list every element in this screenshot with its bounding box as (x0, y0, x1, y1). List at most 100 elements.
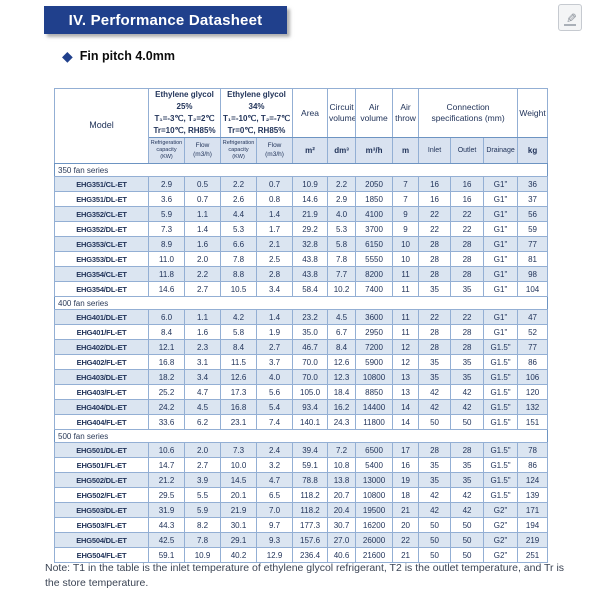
value-cell: 10 (392, 236, 420, 252)
model-cell: EHG351/DL-ET (54, 191, 149, 207)
value-cell: 3.7 (256, 354, 294, 370)
value-cell: 14 (392, 399, 420, 415)
value-cell: 7 (392, 191, 420, 207)
table-header: Model Ethylene glycol 25% T₁=-3℃, T₂=2℃ … (54, 88, 549, 164)
value-cell: 81 (517, 251, 549, 267)
value-cell: G1" (483, 266, 519, 282)
value-cell: 132 (517, 399, 549, 415)
value-cell: 35 (450, 354, 485, 370)
model-cell: EHG502/FL-ET (54, 487, 149, 503)
value-cell: 1.6 (183, 324, 222, 340)
value-cell: 14.6 (148, 281, 185, 297)
value-cell: 151 (517, 414, 549, 430)
value-cell: 177.3 (292, 517, 329, 533)
table-row: EHG504/DL-ET 42.5 7.8 29.1 9.3 157.6 27.0 26000… (54, 532, 549, 548)
subcol-refrigeration-capacity-34: Refrigeration capacity (KW) (220, 137, 258, 164)
col-header-air-throw: Air throw (392, 88, 420, 138)
value-cell: 28 (418, 324, 452, 340)
table-row: EHG503/FL-ET 44.3 8.2 30.1 9.7 177.3 30.7 16200… (54, 517, 549, 533)
value-cell: 78.8 (292, 472, 329, 488)
value-cell: G1.5" (483, 354, 519, 370)
value-cell: 8.2 (183, 517, 222, 533)
value-cell: 29.1 (220, 532, 258, 548)
value-cell: 3.6 (148, 191, 185, 207)
col-header-air-volume: Air volume (355, 88, 394, 138)
value-cell: 22 (418, 309, 452, 325)
value-cell: 22 (418, 206, 452, 222)
table-row: EHG352/DL-ET 7.3 1.4 5.3 1.7 29.2 5.3 3700 9 22 22… (54, 221, 549, 237)
table-row: EHG353/DL-ET 11.0 2.0 7.8 2.5 43.8 7.8 5550 10 28… (54, 251, 549, 267)
model-cell: EHG504/FL-ET (54, 547, 149, 563)
value-cell: 20.1 (220, 487, 258, 503)
subcol-flow-25: Flow (m3/h) (183, 137, 222, 164)
value-cell: 35 (450, 457, 485, 473)
table-row: EHG502/DL-ET 21.2 3.9 14.5 4.7 78.8 13.8 13000 1… (54, 472, 549, 488)
value-cell: 14.5 (220, 472, 258, 488)
value-cell: 12 (392, 339, 420, 355)
model-cell: EHG402/DL-ET (54, 339, 149, 355)
value-cell: 2.9 (148, 176, 185, 192)
value-cell: 11 (392, 266, 420, 282)
edit-icon[interactable]: ✎ (558, 4, 582, 31)
value-cell: 42 (418, 487, 452, 503)
value-cell: 50 (450, 532, 485, 548)
value-cell: 10.2 (327, 281, 357, 297)
footnote: Note: T1 in the table is the inlet tempe… (45, 562, 565, 590)
value-cell: 35 (418, 281, 452, 297)
value-cell: 4.5 (327, 309, 357, 325)
value-cell: G1.5" (483, 369, 519, 385)
value-cell: 32.8 (292, 236, 329, 252)
value-cell: 7200 (355, 339, 394, 355)
value-cell: 28 (418, 339, 452, 355)
model-cell: EHG354/DL-ET (54, 281, 149, 297)
col-header-glycol-34: Ethylene glycol 34% T₁=-10℃, T₂=-7℃ Tr=0… (220, 88, 294, 138)
value-cell: 106 (517, 369, 549, 385)
table-row: EHG402/DL-ET 12.1 2.3 8.4 2.7 46.7 8.4 7200 12 28… (54, 339, 549, 355)
header-row-main: Model Ethylene glycol 25% T₁=-3℃, T₂=2℃ … (54, 88, 549, 164)
model-cell: EHG403/DL-ET (54, 369, 149, 385)
value-cell: 2.3 (183, 339, 222, 355)
value-cell: G1" (483, 206, 519, 222)
subcol-outlet: Outlet (450, 137, 485, 164)
value-cell: 23.2 (292, 309, 329, 325)
value-cell: 1.4 (256, 206, 294, 222)
table-row: EHG354/CL-ET 11.8 2.2 8.8 2.8 43.8 7.7 8200 11 28… (54, 266, 549, 282)
value-cell: 42 (450, 399, 485, 415)
value-cell: 251 (517, 547, 549, 563)
value-cell: 5550 (355, 251, 394, 267)
col-header-connection-specs: Connection specifications (mm) (418, 88, 519, 138)
table-row: EHG401/DL-ET 6.0 1.1 4.2 1.4 23.2 4.5 3600 11 22 2… (54, 309, 549, 325)
model-cell: EHG501/DL-ET (54, 442, 149, 458)
value-cell: 42.5 (148, 532, 185, 548)
value-cell: 16 (418, 176, 452, 192)
value-cell: 12.6 (220, 369, 258, 385)
value-cell: 11800 (355, 414, 394, 430)
value-cell: 50 (418, 547, 452, 563)
value-cell: 5400 (355, 457, 394, 473)
value-cell: 21 (392, 547, 420, 563)
value-cell: 6.7 (327, 324, 357, 340)
value-cell: 7.8 (220, 251, 258, 267)
value-cell: 7.3 (148, 221, 185, 237)
value-cell: 23.1 (220, 414, 258, 430)
value-cell: G2" (483, 502, 519, 518)
value-cell: 28 (450, 339, 485, 355)
value-cell: 29.2 (292, 221, 329, 237)
table-row: EHG354/DL-ET 14.6 2.7 10.5 3.4 58.4 10.2 7400 11… (54, 281, 549, 297)
value-cell: 29.5 (148, 487, 185, 503)
section-label: 400 fan series (53, 296, 549, 310)
section-header-row: 500 fan series (53, 429, 549, 443)
value-cell: 28 (418, 266, 452, 282)
table-row: EHG501/DL-ET 10.6 2.0 7.3 2.4 39.4 7.2 6500 17 28… (54, 442, 549, 458)
value-cell: 2.4 (256, 442, 294, 458)
value-cell: 59.1 (148, 547, 185, 563)
value-cell: 120 (517, 384, 549, 400)
value-cell: 12 (392, 354, 420, 370)
value-cell: 78 (517, 442, 549, 458)
value-cell: 2.2 (183, 266, 222, 282)
value-cell: 3700 (355, 221, 394, 237)
value-cell: G1.5" (483, 487, 519, 503)
model-cell: EHG503/FL-ET (54, 517, 149, 533)
value-cell: 47 (517, 309, 549, 325)
value-cell: 42 (418, 502, 452, 518)
